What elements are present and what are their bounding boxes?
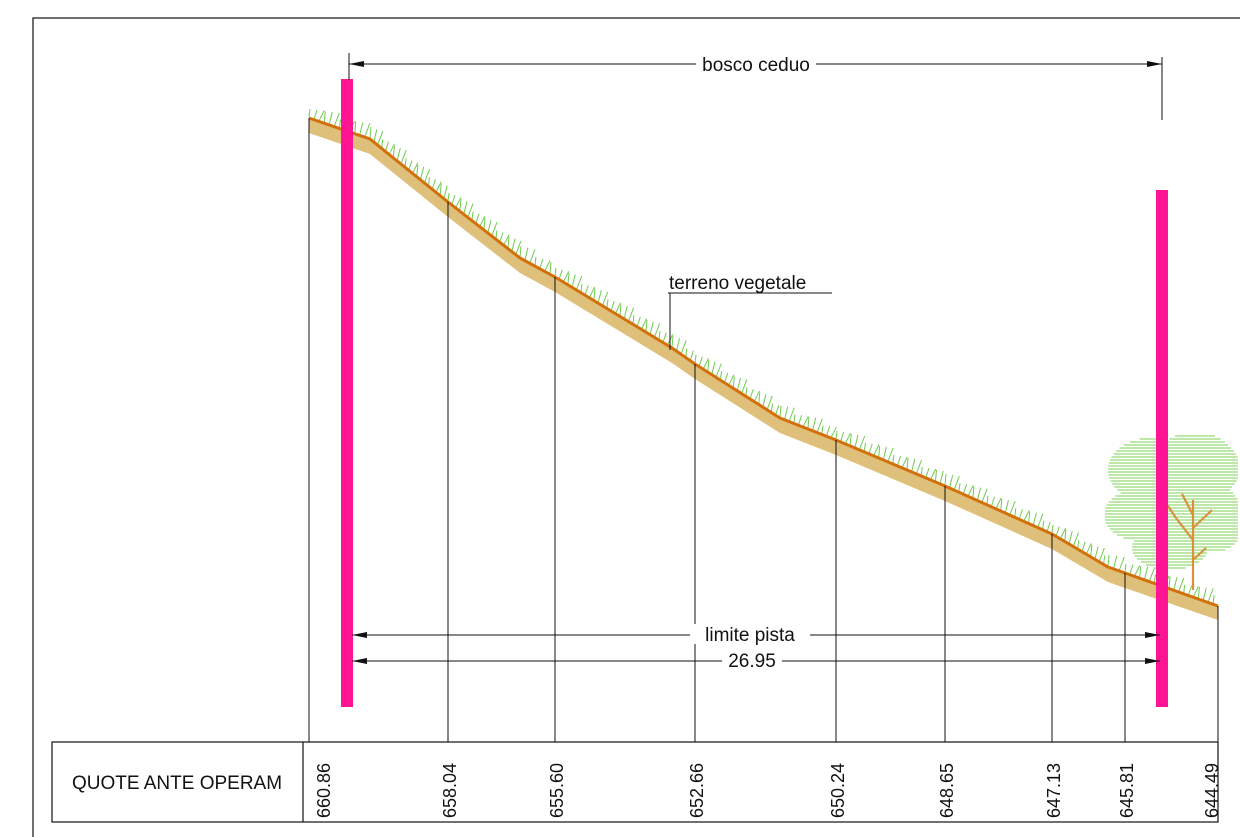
terrain-label: terreno vegetale xyxy=(669,273,806,294)
tree-canopy xyxy=(1105,435,1238,569)
top-dimension-label: bosco ceduo xyxy=(702,55,810,76)
left-limit-bar xyxy=(341,79,353,707)
limit-label: limite pista xyxy=(705,625,795,646)
terrain-soil-band xyxy=(309,118,1218,620)
table-row-title: QUOTE ANTE OPERAM xyxy=(72,773,282,794)
elevation-value: 644.49 xyxy=(1202,763,1222,818)
elevation-value: 648.65 xyxy=(937,763,957,818)
top-dimension-label-bg xyxy=(696,52,816,74)
elevation-value: 652.66 xyxy=(687,763,707,818)
elevation-value: 660.86 xyxy=(314,763,334,818)
tree-icon xyxy=(1105,435,1238,590)
limit-label-bg xyxy=(690,624,810,644)
width-label-bg xyxy=(722,650,782,670)
elevation-value: 655.60 xyxy=(547,763,567,818)
elevation-table xyxy=(51,741,1219,823)
elevation-value: 645.81 xyxy=(1117,763,1137,818)
grass-hatch xyxy=(308,108,1215,604)
elevation-values: 660.86 658.04 655.60 652.66 650.24 648.65 647.… xyxy=(314,763,1222,818)
terrain-profile-line xyxy=(308,116,1219,608)
right-limit-bar xyxy=(1156,190,1168,707)
width-label: 26.95 xyxy=(728,651,776,672)
elevation-value: 658.04 xyxy=(440,763,460,818)
drawing-frame xyxy=(32,17,1240,837)
tree-trunk xyxy=(1167,493,1213,590)
elevation-value: 647.13 xyxy=(1044,763,1064,818)
elevation-value: 650.24 xyxy=(828,763,848,818)
